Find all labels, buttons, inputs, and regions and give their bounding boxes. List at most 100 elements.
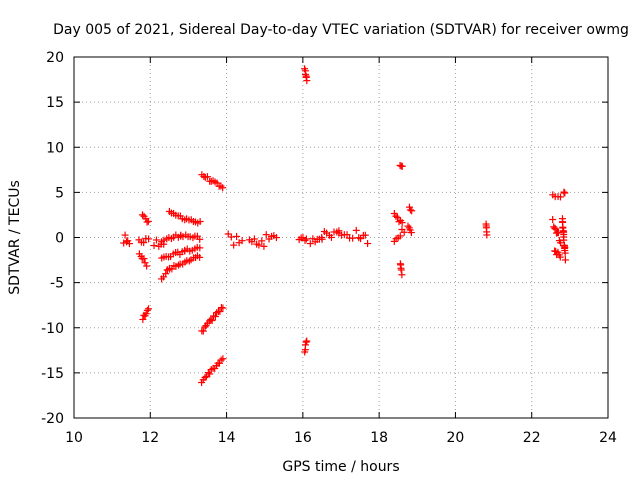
data-point bbox=[392, 212, 400, 220]
x-tick-label: 14 bbox=[218, 430, 236, 446]
data-point bbox=[556, 193, 564, 201]
x-tick-label: 12 bbox=[141, 430, 159, 446]
data-point bbox=[349, 234, 357, 242]
data-point bbox=[196, 218, 204, 226]
data-point bbox=[561, 249, 569, 257]
y-tick-label: 10 bbox=[46, 140, 64, 156]
x-tick-label: 22 bbox=[523, 430, 541, 446]
data-point bbox=[406, 206, 414, 214]
data-point bbox=[393, 213, 401, 221]
data-point bbox=[407, 229, 415, 237]
y-tick-label: -15 bbox=[41, 366, 64, 382]
y-tick-label: 15 bbox=[46, 95, 64, 111]
data-point bbox=[152, 236, 160, 244]
data-point bbox=[398, 271, 406, 279]
data-point bbox=[204, 369, 212, 377]
data-point bbox=[303, 77, 311, 85]
data-point bbox=[196, 235, 204, 243]
data-point bbox=[206, 370, 214, 378]
data-point bbox=[139, 315, 147, 323]
x-tick-label: 10 bbox=[65, 430, 83, 446]
y-axis-label: SDTVAR / TECUs bbox=[7, 180, 23, 295]
data-point bbox=[318, 235, 326, 243]
data-point bbox=[364, 240, 372, 248]
data-point bbox=[138, 211, 146, 219]
data-point bbox=[255, 241, 263, 249]
data-point bbox=[150, 242, 158, 250]
data-point bbox=[551, 225, 559, 233]
data-point bbox=[219, 355, 227, 363]
data-point bbox=[208, 317, 216, 325]
data-point bbox=[262, 231, 270, 239]
data-point bbox=[140, 255, 148, 263]
data-point bbox=[201, 374, 209, 382]
data-point bbox=[301, 236, 309, 244]
data-point bbox=[145, 235, 153, 243]
data-point bbox=[306, 240, 314, 248]
data-point bbox=[143, 218, 151, 226]
data-point bbox=[561, 189, 569, 197]
x-tick-label: 16 bbox=[294, 430, 312, 446]
data-point bbox=[396, 232, 404, 240]
x-tick-labels: 10 12 14 16 18 20 22 24 bbox=[65, 430, 617, 446]
data-point bbox=[483, 231, 491, 239]
data-point bbox=[199, 327, 207, 335]
data-point bbox=[352, 226, 360, 234]
data-point bbox=[185, 257, 193, 265]
data-point bbox=[302, 235, 310, 243]
data-point bbox=[272, 234, 280, 242]
data-point bbox=[219, 184, 227, 192]
y-tick-labels: -20 -15 -10 -5 0 5 10 15 20 bbox=[41, 50, 64, 427]
data-point bbox=[260, 242, 268, 250]
x-tick-label: 20 bbox=[447, 430, 465, 446]
data-point bbox=[162, 270, 170, 278]
data-point bbox=[335, 227, 343, 235]
data-point bbox=[121, 231, 129, 239]
data-point bbox=[549, 216, 557, 224]
y-tick-label: -10 bbox=[41, 321, 64, 337]
data-point bbox=[230, 241, 238, 249]
data-point bbox=[196, 253, 204, 261]
data-point bbox=[302, 338, 310, 346]
data-point bbox=[404, 222, 412, 230]
data-point bbox=[238, 237, 246, 245]
data-point bbox=[143, 306, 151, 314]
data-point bbox=[196, 244, 204, 252]
x-tick-label: 24 bbox=[599, 430, 617, 446]
y-tick-label: -5 bbox=[50, 276, 64, 292]
data-point bbox=[142, 310, 150, 318]
data-point bbox=[201, 323, 209, 331]
y-tick-label: 5 bbox=[55, 185, 64, 201]
data-point bbox=[141, 259, 149, 267]
data-point bbox=[233, 232, 241, 240]
data-point bbox=[395, 218, 403, 226]
data-point bbox=[144, 217, 152, 225]
data-point bbox=[144, 305, 152, 313]
data-point bbox=[217, 356, 225, 364]
data-point bbox=[303, 337, 311, 345]
data-point bbox=[408, 207, 416, 215]
data-point bbox=[216, 308, 224, 316]
x-tick-label: 18 bbox=[370, 430, 388, 446]
data-point bbox=[140, 239, 148, 247]
data-point bbox=[400, 228, 408, 236]
data-point bbox=[398, 162, 406, 170]
y-tick-label: 20 bbox=[46, 50, 64, 66]
data-point bbox=[207, 316, 215, 324]
y-tick-label: 0 bbox=[55, 231, 64, 247]
data-point bbox=[224, 230, 232, 238]
data-points bbox=[120, 65, 569, 386]
data-point bbox=[143, 262, 151, 270]
data-point bbox=[398, 219, 406, 227]
data-point bbox=[125, 240, 133, 248]
data-point bbox=[561, 256, 569, 264]
data-point bbox=[203, 173, 211, 181]
data-point bbox=[361, 231, 369, 239]
data-point bbox=[556, 253, 564, 261]
data-point bbox=[250, 235, 258, 243]
data-point bbox=[258, 237, 266, 245]
data-point bbox=[217, 182, 225, 190]
data-point bbox=[327, 233, 335, 241]
x-axis-label: GPS time / hours bbox=[282, 459, 399, 475]
